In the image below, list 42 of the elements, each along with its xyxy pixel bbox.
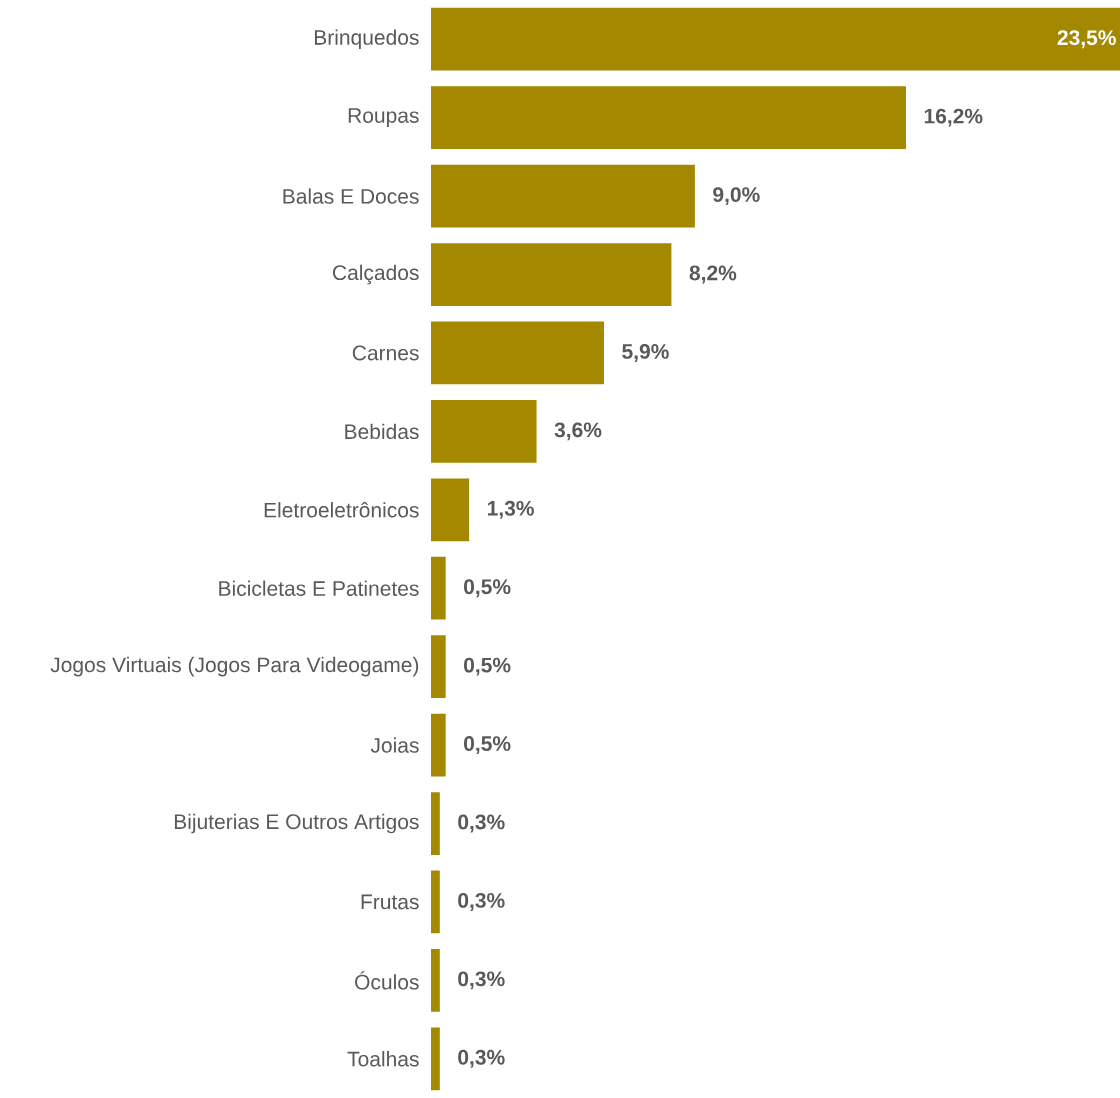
- bar: [431, 86, 906, 150]
- bar: [431, 478, 470, 542]
- bar: [431, 948, 440, 1012]
- y-tick-label: Toalhas: [347, 1051, 419, 1067]
- y-tick-label: Bicicletas E Patinetes: [219, 580, 419, 596]
- bar: [431, 870, 440, 934]
- data-label: 0,3%: [458, 814, 505, 833]
- y-tick-label: Frutas: [361, 894, 419, 910]
- data-label: 23,5%: [1057, 30, 1116, 49]
- data-label: 8,2%: [689, 265, 737, 284]
- data-label: 0,5%: [464, 736, 511, 755]
- y-tick-label: Bebidas: [345, 423, 419, 440]
- y-tick-label: Roupas: [348, 108, 419, 128]
- y-tick-label: Bijuterias E Outros Artigos: [174, 813, 419, 834]
- data-label: 0,3%: [458, 1049, 505, 1068]
- data-label: 5,9%: [622, 343, 669, 362]
- bar: [431, 556, 446, 620]
- data-label: 0,5%: [464, 579, 511, 598]
- y-tick-label: Brinquedos: [314, 29, 419, 50]
- bar: [431, 164, 695, 228]
- bar: [431, 635, 446, 699]
- data-label: 1,3%: [487, 500, 534, 519]
- y-tick-label: Carnes: [352, 345, 419, 361]
- y-tick-label: Calçados: [332, 264, 419, 285]
- bar: [431, 243, 672, 306]
- data-label: 0,3%: [458, 971, 505, 990]
- bar: [431, 7, 1120, 71]
- y-tick-label: Joias: [370, 737, 419, 753]
- data-label: 3,6%: [554, 422, 602, 441]
- data-label: 0,5%: [464, 657, 511, 676]
- y-tick-label: Óculos: [355, 971, 419, 990]
- data-label: 0,3%: [458, 892, 505, 911]
- bar: [431, 713, 446, 777]
- data-label: 9,0%: [713, 187, 760, 206]
- y-tick-label: Eletroeletrônicos: [264, 502, 419, 518]
- y-tick-label: Jogos Virtuais (Jogos Para Videogame): [50, 656, 419, 677]
- y-tick-label: Balas E Doces: [283, 188, 419, 204]
- bar: [431, 792, 440, 855]
- data-label: 16,2%: [924, 108, 983, 127]
- bar: [431, 321, 604, 385]
- bar: [431, 1027, 440, 1091]
- bar: [431, 400, 537, 463]
